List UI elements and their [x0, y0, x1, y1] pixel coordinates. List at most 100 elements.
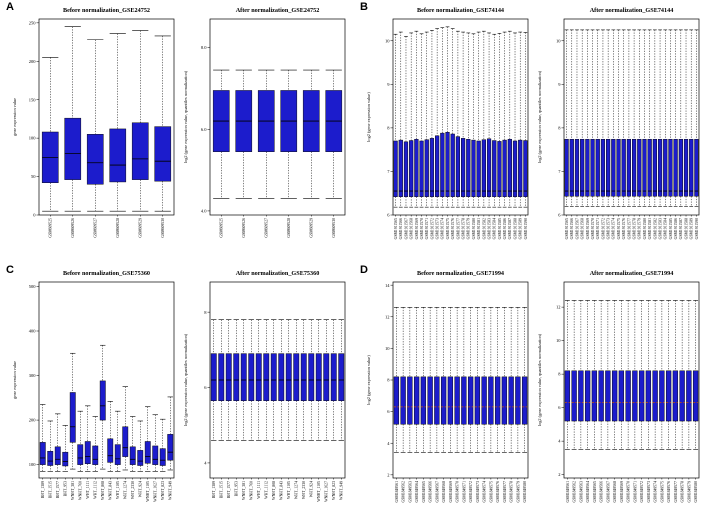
- svg-text:6: 6: [204, 385, 207, 390]
- svg-text:6: 6: [387, 409, 390, 414]
- svg-text:BHT_1577: BHT_1577: [227, 481, 231, 498]
- svg-text:GSM1849574: GSM1849574: [483, 481, 487, 503]
- svg-text:GSM1911586: GSM1911586: [674, 218, 678, 239]
- svg-text:GSM1849567: GSM1849567: [606, 481, 610, 503]
- svg-text:GSM1911573: GSM1911573: [436, 218, 440, 239]
- svg-text:GSM609529: GSM609529: [139, 218, 143, 238]
- svg-text:WNHT_381: WNHT_381: [242, 481, 246, 500]
- chart-after-GSE75360: After normalization_GSE75360 4 6 8 log2 (gen…: [180, 266, 351, 524]
- svg-text:8: 8: [387, 378, 390, 383]
- svg-text:WNHT_1105: WNHT_1105: [317, 481, 321, 502]
- svg-text:WNHT_760: WNHT_760: [250, 481, 254, 500]
- svg-text:GSM1849573: GSM1849573: [647, 481, 651, 503]
- panel-B-charts: Before normalization_GSE74144 6 7 8 9 10 log2 …: [354, 0, 708, 261]
- panel-C-charts: Before normalization_GSE75360 100 200 300 40…: [0, 263, 354, 524]
- svg-text:GSM1911570: GSM1911570: [591, 218, 595, 239]
- svg-text:After normalization_GSE75360: After normalization_GSE75360: [236, 270, 320, 277]
- svg-text:GSM1911585: GSM1911585: [669, 218, 673, 239]
- boxplot-svg: After normalization_GSE71994 2 4 6 8 10 12 log2…: [537, 270, 700, 503]
- svg-text:WNHT_808: WNHT_808: [272, 481, 276, 500]
- svg-text:GSM609528: GSM609528: [116, 218, 120, 238]
- svg-text:8: 8: [204, 310, 207, 315]
- svg-text:10: 10: [556, 38, 561, 43]
- svg-text:GSM1911570: GSM1911570: [420, 218, 424, 239]
- svg-text:150: 150: [29, 97, 37, 102]
- svg-text:WNHT_949: WNHT_949: [169, 481, 173, 500]
- svg-text:GSM1911569: GSM1911569: [586, 218, 590, 239]
- svg-text:After normalization_GSE24752: After normalization_GSE24752: [236, 7, 320, 14]
- svg-text:2: 2: [558, 472, 560, 477]
- svg-text:8: 8: [387, 125, 390, 130]
- svg-text:10: 10: [385, 346, 390, 351]
- svg-text:0: 0: [33, 213, 36, 218]
- svg-text:GSM1911587: GSM1911587: [679, 218, 683, 239]
- svg-text:100: 100: [29, 136, 37, 141]
- svg-text:GSM1849572: GSM1849572: [640, 481, 644, 503]
- svg-text:250: 250: [29, 20, 37, 25]
- svg-text:WHT_1112: WHT_1112: [265, 481, 269, 499]
- svg-text:14: 14: [385, 283, 390, 288]
- boxplot-svg: Before normalization_GSE74144 6 7 8 9 10 log2 …: [366, 7, 529, 239]
- svg-text:GSM609529: GSM609529: [310, 218, 314, 238]
- svg-text:GSM1849577: GSM1849577: [674, 481, 678, 503]
- svg-text:GSM1911590: GSM1911590: [524, 218, 528, 239]
- svg-text:GSM609526: GSM609526: [71, 218, 75, 238]
- svg-text:GSM1849569: GSM1849569: [449, 481, 453, 503]
- svg-text:BHT_1389: BHT_1389: [212, 481, 216, 498]
- figure-row-top: A Before normalization_GSE24752 0 50 100 150…: [0, 0, 708, 263]
- svg-text:Before normalization_GSE71994: Before normalization_GSE71994: [417, 270, 504, 277]
- svg-text:10: 10: [556, 338, 561, 343]
- svg-text:GSM1849571: GSM1849571: [633, 481, 637, 503]
- svg-text:GSM1849580: GSM1849580: [694, 481, 698, 503]
- svg-text:WHT_2330: WHT_2330: [302, 481, 306, 499]
- svg-text:GSM1849573: GSM1849573: [476, 481, 480, 503]
- svg-text:400: 400: [29, 329, 37, 334]
- svg-text:GSM1911567: GSM1911567: [404, 218, 408, 239]
- svg-text:GSM1911568: GSM1911568: [581, 218, 585, 239]
- svg-text:gene expression value: gene expression value: [12, 361, 17, 399]
- svg-text:GSM1911575: GSM1911575: [446, 218, 450, 239]
- svg-text:GSM1911576: GSM1911576: [451, 218, 455, 239]
- panel-D: D Before normalization_GSE71994 2 4 6 8 10 12 1…: [354, 263, 708, 526]
- svg-text:6: 6: [558, 213, 561, 218]
- svg-text:GSM1911577: GSM1911577: [627, 218, 631, 239]
- svg-text:GSM1911588: GSM1911588: [513, 218, 517, 239]
- chart-after-GSE24752: After normalization_GSE24752 4.0 6.0 8.0 log…: [180, 3, 351, 261]
- svg-text:GSM1911571: GSM1911571: [425, 218, 429, 239]
- svg-text:4.0: 4.0: [201, 209, 207, 214]
- svg-text:GSM1911573: GSM1911573: [607, 218, 611, 239]
- svg-text:GSM1849574: GSM1849574: [654, 481, 658, 503]
- chart-before-GSE71994: Before normalization_GSE71994 2 4 6 8 10 12 14 l…: [363, 266, 534, 524]
- svg-text:BHT_953: BHT_953: [235, 481, 239, 496]
- svg-text:GSM1911576: GSM1911576: [622, 218, 626, 239]
- boxplot-svg: After normalization_GSE75360 4 6 8 log2 (gen…: [183, 270, 346, 502]
- svg-text:gene expression value: gene expression value: [12, 98, 17, 136]
- svg-text:log2 (gene expression value, q: log2 (gene expression value, quantiles n…: [183, 70, 189, 163]
- svg-text:GSM609525: GSM609525: [220, 218, 224, 238]
- svg-text:log2 (gene expression value): log2 (gene expression value): [366, 355, 371, 405]
- svg-text:GSM1911590: GSM1911590: [695, 218, 699, 239]
- svg-text:GSM1911586: GSM1911586: [503, 218, 507, 239]
- svg-text:GSM609526: GSM609526: [242, 218, 246, 238]
- svg-text:GSM1849575: GSM1849575: [489, 481, 493, 503]
- svg-text:8.0: 8.0: [201, 45, 207, 50]
- svg-text:GSM1849577: GSM1849577: [503, 481, 507, 503]
- svg-text:GSM1849575: GSM1849575: [660, 481, 664, 503]
- svg-text:GSM1911581: GSM1911581: [648, 218, 652, 239]
- svg-text:GSM1911583: GSM1911583: [658, 218, 662, 239]
- svg-text:GSM1911578: GSM1911578: [632, 218, 636, 239]
- svg-text:GSM1911574: GSM1911574: [612, 218, 616, 239]
- svg-text:GSM609530: GSM609530: [161, 218, 165, 238]
- svg-text:GSM1911589: GSM1911589: [690, 218, 694, 239]
- svg-text:GSM609528: GSM609528: [287, 218, 291, 238]
- svg-text:4: 4: [558, 439, 561, 444]
- panel-label-D: D: [360, 264, 368, 276]
- svg-text:GSM1911582: GSM1911582: [482, 218, 486, 239]
- svg-text:GSM1849566: GSM1849566: [600, 481, 604, 503]
- svg-text:GSM1849561: GSM1849561: [395, 481, 399, 503]
- svg-text:WNHT_843: WNHT_843: [280, 481, 284, 500]
- svg-text:BHT_1577: BHT_1577: [56, 481, 60, 498]
- svg-text:After normalization_GSE74144: After normalization_GSE74144: [590, 7, 674, 14]
- svg-text:BHT_1515: BHT_1515: [220, 481, 224, 498]
- svg-text:GSM1849563: GSM1849563: [408, 481, 412, 503]
